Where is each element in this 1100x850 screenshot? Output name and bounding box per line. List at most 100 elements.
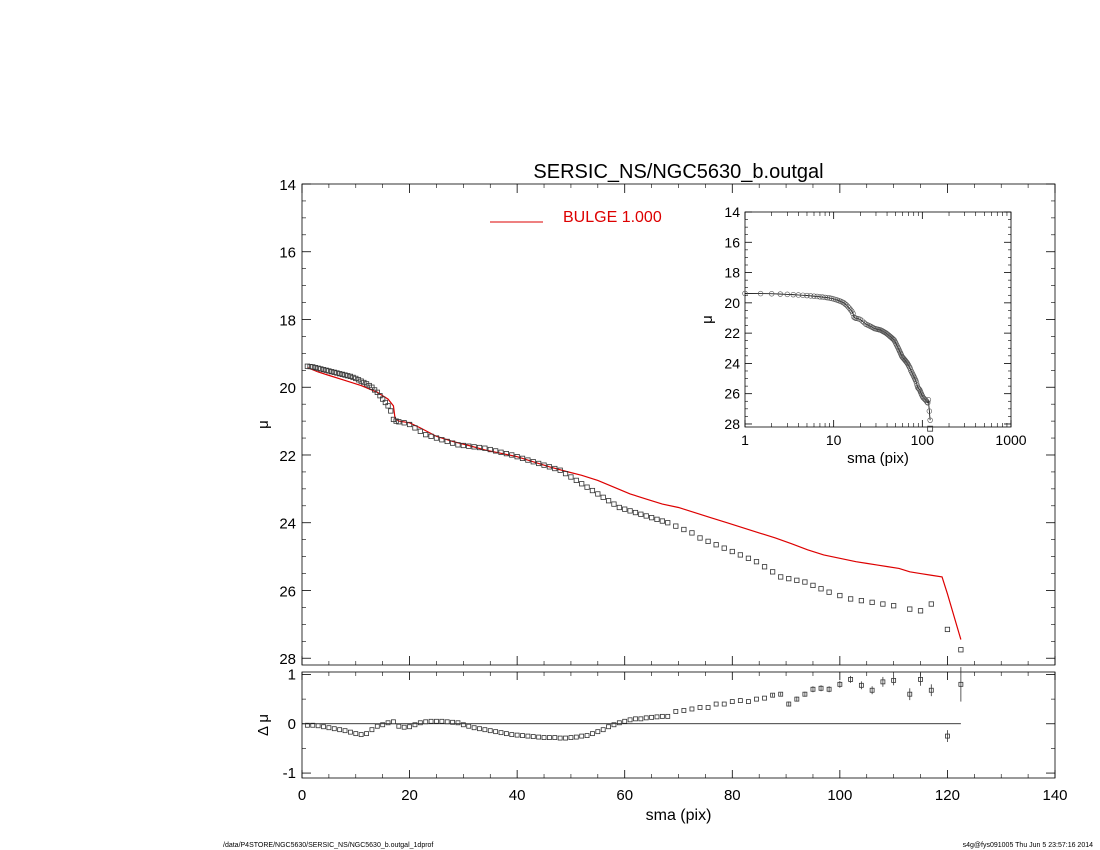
inset-y-tick-label: 16 [724,234,740,250]
residual-data-point [503,731,509,737]
residual-data-point [466,723,472,729]
profile-data-point [315,365,321,371]
residual-data-point [385,720,391,726]
profile-data-point [374,389,380,395]
residual-data-point [364,731,369,737]
inset-y-tick-label: 28 [724,416,740,432]
profile-data-point [713,542,719,548]
profile-data-point [385,403,391,409]
profile-data-point [396,419,402,425]
residual-data-point [380,722,386,728]
profile-data-point [412,425,418,431]
residual-data-point [826,686,832,692]
residual-data-point [337,727,343,733]
residual-x-axis-label: sma (pix) [646,807,712,824]
inset-data-point [817,294,823,300]
profile-data-point [589,487,596,494]
profile-data-point [786,576,792,582]
inset-data-point [784,291,791,298]
residual-data-point [321,724,326,730]
profile-data-point [334,370,340,376]
inset-background [745,212,1011,427]
profile-data-point [350,374,356,381]
residual-data-point [509,732,515,738]
residual-data-point [958,681,964,687]
profile-data-point [697,535,703,541]
residual-data-point [622,718,628,724]
profile-data-point [423,432,429,438]
inset-y-tick-label: 18 [724,265,740,281]
inset-data-point [905,362,912,368]
profile-data-point [366,382,372,389]
residual-data-point [579,733,585,739]
residual-x-tick-label: 60 [616,787,633,804]
residual-data-point [434,718,439,724]
profile-data-point [339,371,345,377]
residual-data-point [304,722,310,728]
residual-data-point [869,687,875,693]
residual-data-point [331,726,337,732]
profile-data-point [428,433,434,439]
residual-data-point [713,701,719,707]
inset-data-point [790,291,796,298]
profile-data-point [622,506,628,512]
residual-data-point [563,735,568,741]
residual-data-point [369,727,375,733]
residual-data-point [681,708,687,713]
profile-data-point [509,452,515,458]
residual-data-point [633,716,638,722]
residual-data-point [810,686,816,692]
profile-data-point [406,421,413,428]
inset-y-tick-label: 20 [724,295,740,311]
inset-data-point [807,293,814,299]
inset-data-point [857,316,864,323]
residual-data-point [600,727,606,733]
profile-data-point [721,545,727,551]
residual-data-point [536,734,542,740]
profile-data-point [460,442,466,449]
residual-data-point [737,698,743,703]
residual-x-tick-label: 80 [724,787,741,804]
residual-data-point [891,677,897,683]
profile-data-point [681,526,687,533]
residual-data-point [342,728,348,734]
main-y-tick-label: 16 [279,245,296,262]
residual-data-point [541,735,547,740]
inset-data-point [906,363,912,370]
inset-x-tick-label: 1 [741,432,749,448]
profile-data-point [444,438,450,445]
profile-data-point [595,491,601,497]
residual-data-point [762,695,767,701]
residual-data-point [439,718,445,724]
profile-data-point [729,548,735,555]
profile-data-point [917,608,924,614]
residual-y-axis-label: Δ μ [255,714,272,736]
profile-data-point [557,467,563,473]
profile-data-point [880,601,886,607]
residual-data-point [407,724,412,730]
profile-data-point [552,465,558,472]
inset-data-point [867,323,874,330]
main-y-tick-label: 28 [279,651,296,668]
residual-data-point [721,701,727,707]
residual-data-point [315,723,321,729]
legend-label: BULGE 1.000 [563,209,662,226]
inset-data-point [859,318,865,324]
inset-x-tick-label: 1000 [995,432,1026,448]
main-y-tick-label: 22 [279,448,296,465]
profile-data-point [519,455,526,461]
profile-data-point [643,513,649,519]
residual-data-point [417,720,423,726]
inset-data-point [891,337,897,343]
profile-data-point [377,393,383,399]
inset-data-point [843,302,850,308]
profile-data-point [958,647,964,653]
residual-data-point [514,732,520,738]
profile-data-point [745,555,752,561]
residual-data-point [697,705,703,710]
profile-data-point [536,460,542,467]
profile-data-point [530,459,536,465]
profile-data-point [347,373,354,380]
residual-data-point [746,699,751,704]
profile-data-point [353,375,359,382]
